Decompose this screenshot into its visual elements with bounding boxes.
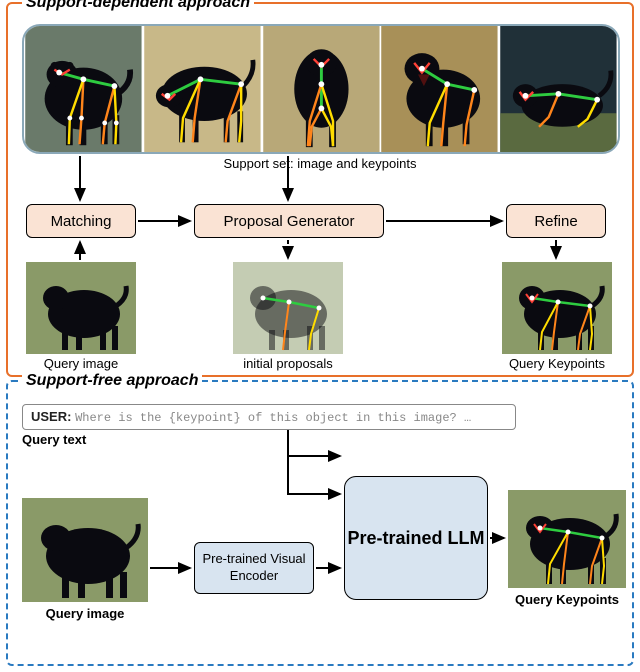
support-dependent-panel: Support-dependent approach — [6, 2, 634, 377]
query-image-bottom — [22, 498, 148, 602]
support-image-1 — [24, 26, 143, 152]
support-caption: Support set: image and keypoints — [8, 156, 632, 171]
support-image-5 — [499, 26, 618, 152]
query-keypoints-bottom — [508, 490, 626, 588]
user-label: USER: — [31, 409, 71, 424]
initial-caption: initial proposals — [233, 356, 343, 371]
support-set-container — [22, 24, 620, 154]
support-image-2 — [143, 26, 262, 152]
matching-box: Matching — [26, 204, 136, 238]
panel-title-bottom: Support-free approach — [22, 372, 202, 390]
user-text: Where is the {keypoint} of this object i… — [75, 411, 471, 425]
query-caption-bottom: Query image — [22, 606, 148, 621]
support-free-panel: Support-free approach USER: Where is the… — [6, 380, 634, 666]
keypoints-caption-bottom: Query Keypoints — [502, 592, 632, 607]
query-caption-top: Query image — [26, 356, 136, 371]
support-row — [24, 26, 618, 152]
query-image-top — [26, 262, 136, 354]
initial-proposals-image — [233, 262, 343, 354]
keypoints-caption-top: Query Keypoints — [496, 356, 618, 371]
support-image-3 — [262, 26, 381, 152]
llm-box: Pre-trained LLM — [344, 476, 488, 600]
query-text-label: Query text — [22, 432, 86, 447]
proposal-box: Proposal Generator — [194, 204, 384, 238]
visual-encoder-box: Pre-trained Visual Encoder — [194, 542, 314, 594]
panel-title-top: Support-dependent approach — [22, 0, 254, 12]
user-prompt-box: USER: Where is the {keypoint} of this ob… — [22, 404, 516, 430]
query-keypoints-top — [502, 262, 612, 354]
support-image-4 — [380, 26, 499, 152]
refine-box: Refine — [506, 204, 606, 238]
